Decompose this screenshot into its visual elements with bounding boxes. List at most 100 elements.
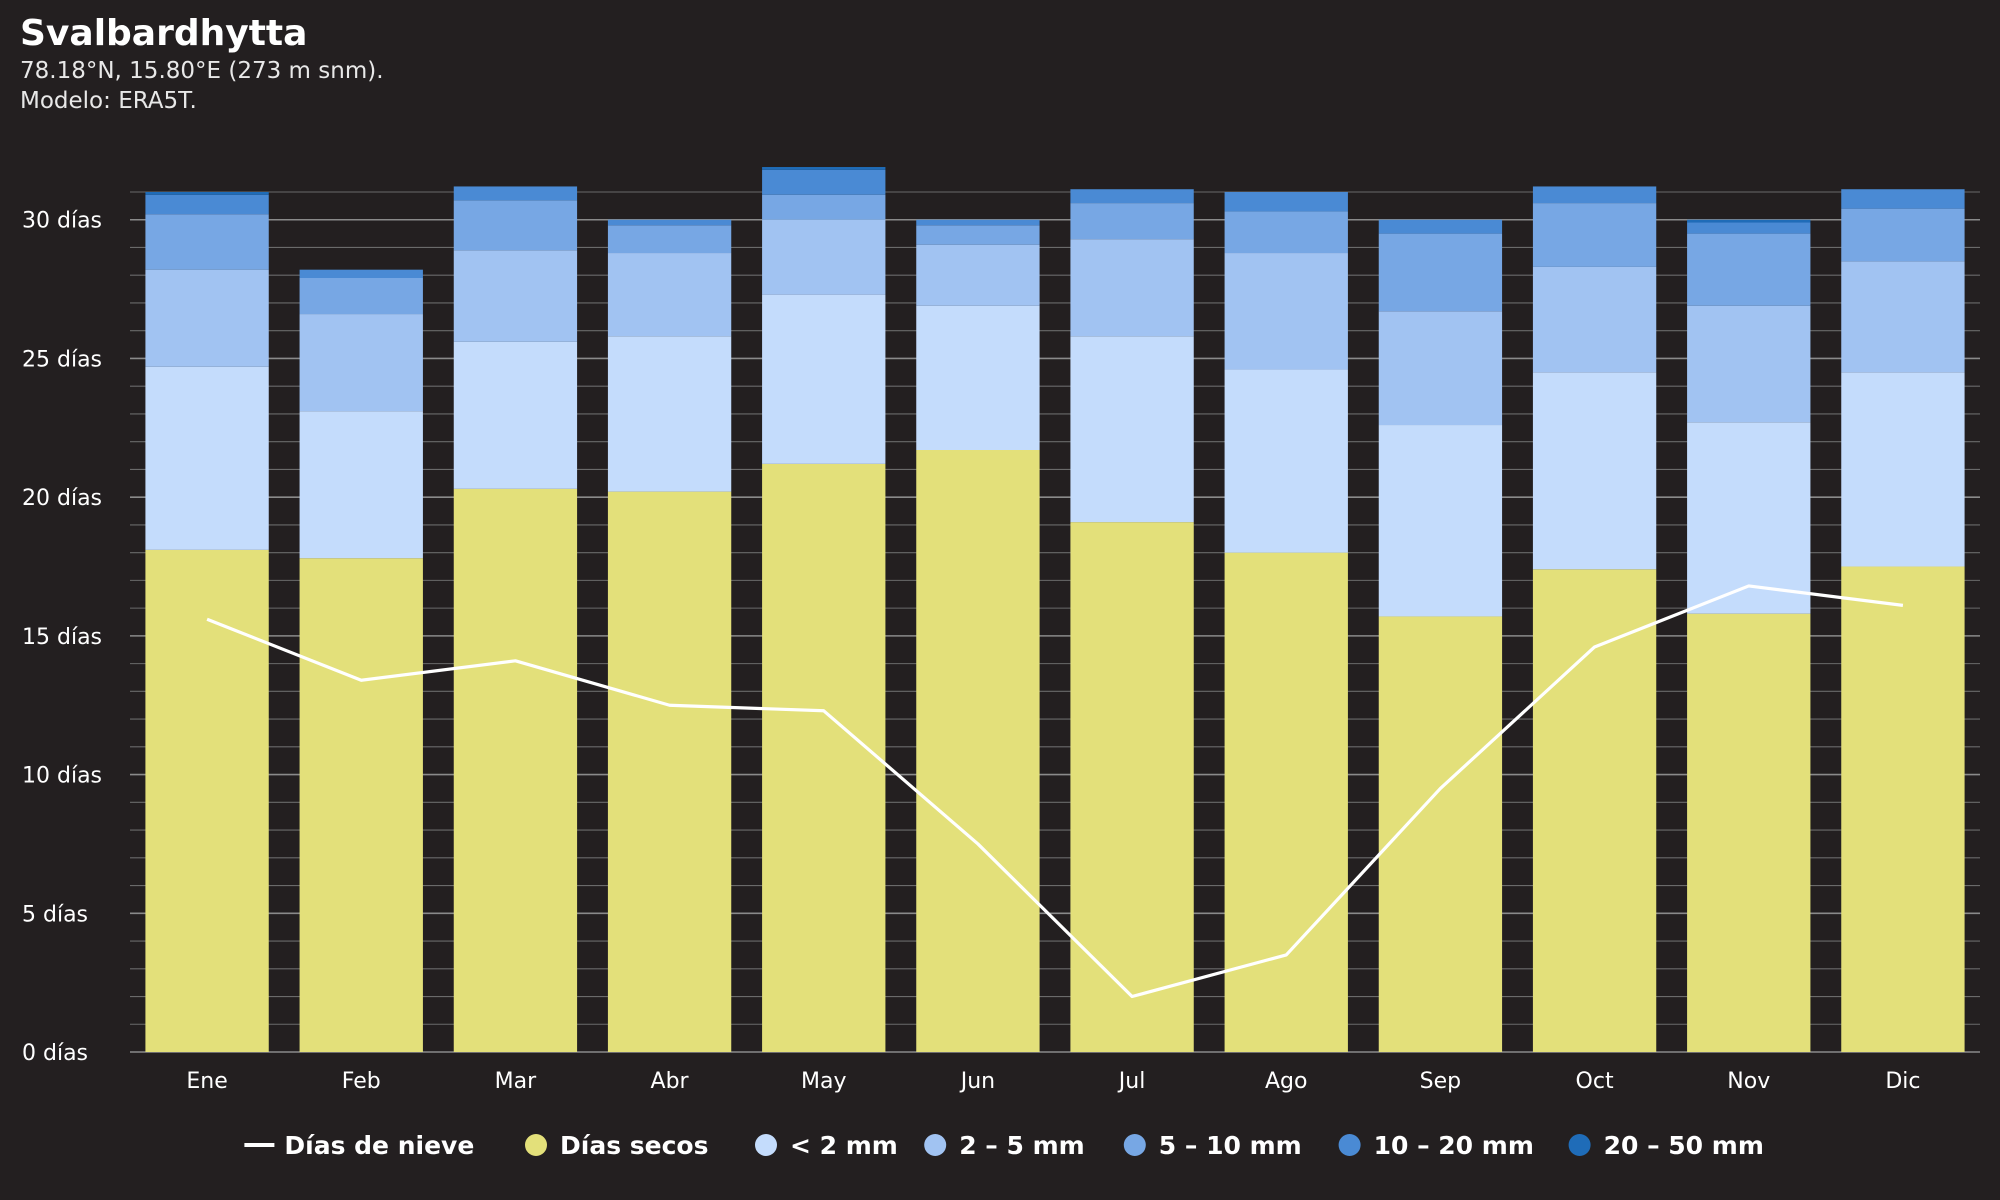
bar-segment — [299, 269, 423, 278]
snow-days-line — [206, 584, 1904, 999]
bar-segment — [1687, 422, 1811, 614]
legend-label: 2 – 5 mm — [959, 1131, 1085, 1160]
bar-segment — [1687, 219, 1811, 223]
x-tick-label: Abr — [651, 1069, 690, 1094]
bar-segment — [1378, 425, 1503, 617]
bar-segment — [1378, 219, 1503, 234]
bar-segment — [1224, 253, 1348, 370]
bar-segment — [1687, 233, 1811, 306]
bar-segment — [762, 294, 886, 464]
x-tick-label: Ene — [186, 1069, 227, 1094]
bar-segment — [299, 558, 423, 1052]
bar-segment — [453, 341, 578, 489]
bar-segment — [607, 491, 732, 1052]
bar-segment — [145, 366, 269, 550]
bar-segment — [607, 219, 732, 226]
bar-segment — [1532, 266, 1657, 373]
bar-segment — [1841, 189, 1965, 209]
bar-segment — [1070, 239, 1194, 337]
legend-label: < 2 mm — [790, 1131, 898, 1160]
bars — [145, 167, 1965, 1052]
bar-segment — [1070, 522, 1194, 1052]
y-axis: 0 días 5 días 10 días 15 días 20 días 25 días… — [22, 209, 102, 1066]
bar-segment — [453, 200, 578, 251]
y-tick-label: 5 días — [22, 902, 88, 927]
bar-segment — [1224, 211, 1348, 254]
x-tick-label: Jul — [1117, 1069, 1146, 1094]
x-tick-label: May — [801, 1069, 846, 1094]
bar-segment — [1841, 372, 1965, 567]
bar-segment — [299, 314, 423, 412]
bar-segment — [1070, 203, 1194, 240]
bar-segment — [1378, 233, 1503, 312]
bar-segment — [762, 219, 886, 295]
x-tick-label: Ago — [1265, 1069, 1307, 1094]
x-axis: Ene Feb Mar Abr May Jun Jul Ago Sep Oct Nov Dic — [186, 1069, 1920, 1094]
legend: Días de nieve Días secos < 2 mm 2 – 5 mm 5 –… — [244, 1131, 1764, 1160]
y-tick-label: 0 días — [22, 1041, 88, 1066]
bar-segment — [1532, 569, 1657, 1052]
bar-segment — [453, 186, 578, 201]
chart-title: Svalbardhytta — [20, 13, 308, 54]
bar-segment — [145, 194, 269, 215]
bar-segment — [1532, 372, 1657, 570]
bar-segment — [453, 250, 578, 342]
bar-segment — [453, 488, 578, 1052]
bar-segment — [916, 219, 1040, 226]
x-tick-label: Jun — [959, 1069, 995, 1094]
x-tick-label: Oct — [1576, 1069, 1614, 1094]
y-tick-label: 10 días — [22, 764, 102, 789]
bar-segment — [145, 192, 269, 195]
legend-label: 10 – 20 mm — [1374, 1131, 1534, 1160]
bar-segment — [145, 549, 269, 1052]
model-label: Modelo: ERA5T. — [20, 88, 197, 114]
legend-dot-swatch — [755, 1134, 777, 1156]
y-tick-label: 30 días — [22, 209, 102, 234]
bar-segment — [762, 169, 886, 195]
bar-segment — [1841, 208, 1965, 262]
y-tick-label: 20 días — [22, 486, 102, 511]
bar-segment — [916, 305, 1040, 450]
y-tick-label: 25 días — [22, 347, 102, 372]
legend-dot-swatch — [1338, 1134, 1361, 1156]
bar-segment — [1687, 222, 1811, 234]
bar-segment — [762, 167, 886, 170]
bar-segment — [762, 463, 886, 1052]
bar-segment — [607, 225, 732, 254]
bar-segment — [299, 278, 423, 315]
legend-dot-swatch — [525, 1134, 547, 1156]
bar-segment — [916, 244, 1040, 306]
legend-label: 20 – 50 mm — [1604, 1131, 1764, 1160]
bar-segment — [762, 194, 886, 220]
bar-segment — [145, 214, 269, 270]
legend-label: Días secos — [560, 1131, 709, 1160]
bar-segment — [1070, 336, 1194, 523]
bar-segment — [916, 225, 1040, 245]
bar-segment — [1841, 566, 1965, 1052]
bar-segment — [299, 411, 423, 559]
bar-segment — [1687, 613, 1811, 1052]
bar-segment — [1841, 261, 1965, 373]
x-tick-label: Nov — [1727, 1069, 1770, 1094]
location-coords: 78.18°N, 15.80°E (273 m snm). — [20, 58, 384, 84]
bar-segment — [1687, 305, 1811, 423]
bar-segment — [1532, 203, 1657, 267]
legend-dot-swatch — [924, 1134, 947, 1156]
chart-header: Svalbardhytta 78.18°N, 15.80°E (273 m sn… — [20, 12, 384, 116]
x-tick-label: Sep — [1420, 1069, 1461, 1094]
legend-label: 5 – 10 mm — [1159, 1131, 1302, 1160]
bar-segment — [1378, 311, 1503, 426]
bar-segment — [607, 336, 732, 492]
x-tick-label: Feb — [342, 1069, 381, 1094]
bar-segment — [1532, 186, 1657, 204]
x-tick-label: Mar — [495, 1069, 537, 1094]
bar-segment — [1070, 189, 1194, 204]
bar-segment — [1224, 552, 1348, 1052]
legend-label: Días de nieve — [284, 1131, 474, 1160]
bar-segment — [916, 450, 1040, 1052]
gridlines — [130, 191, 1980, 1053]
bar-segment — [607, 253, 732, 337]
bar-segment — [145, 269, 269, 367]
bar-segment — [1224, 192, 1348, 212]
